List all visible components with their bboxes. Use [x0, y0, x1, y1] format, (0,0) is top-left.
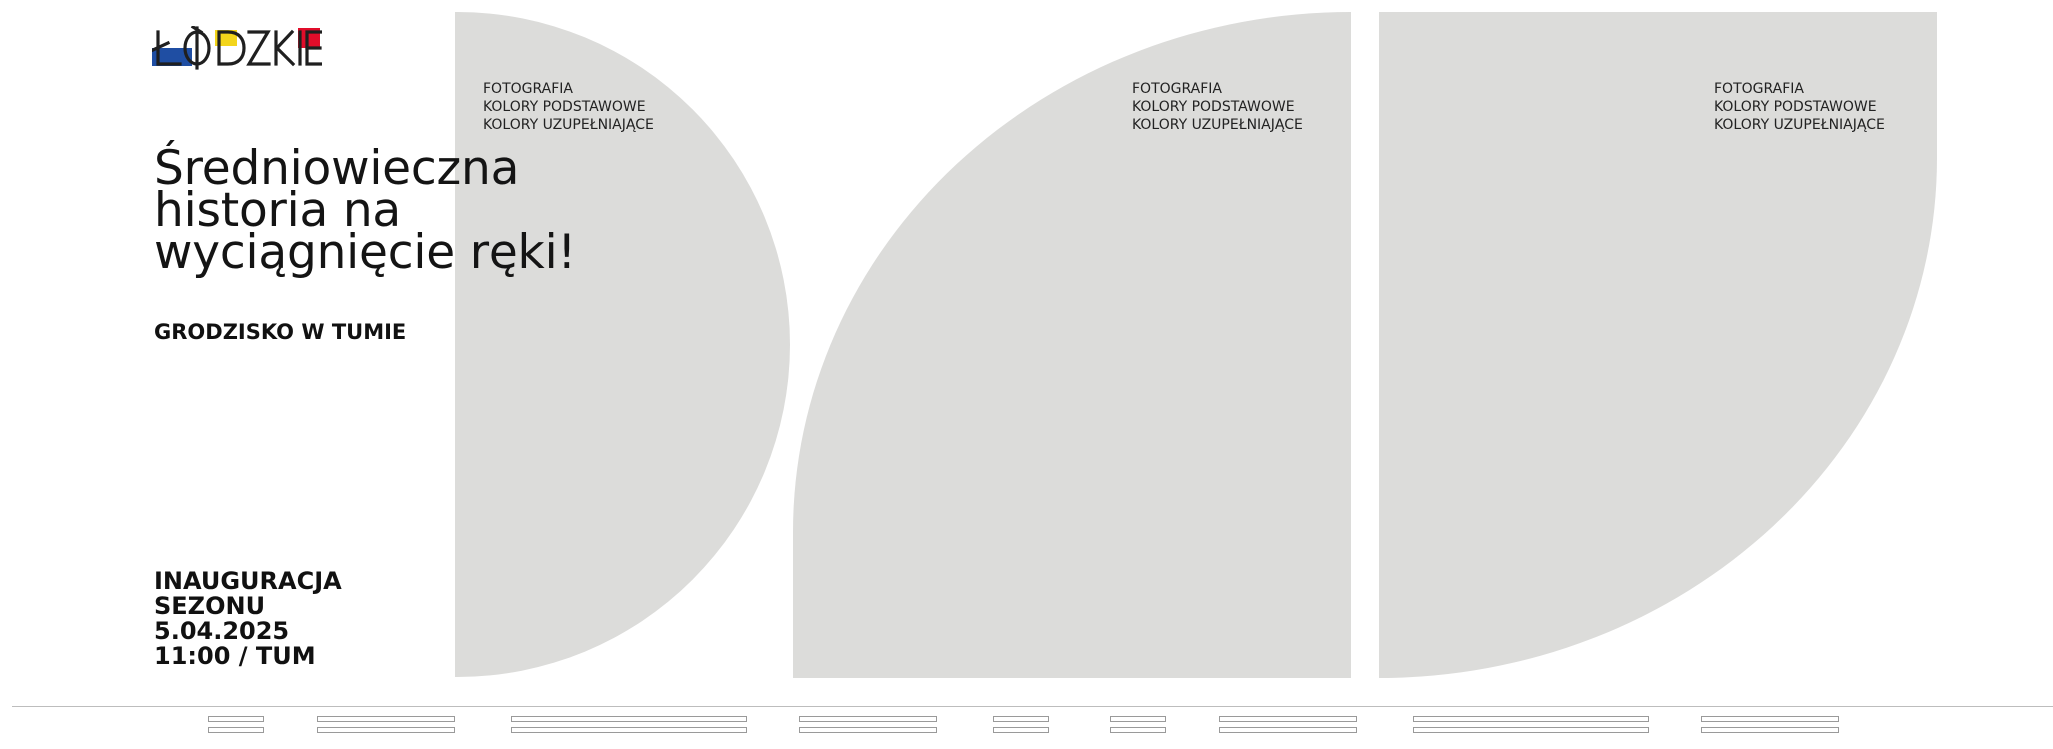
nav-placeholder-6[interactable] — [1110, 714, 1166, 738]
headline-line-3: wyciągnięcie ręki! — [154, 225, 577, 280]
lodzkie-logo-icon — [150, 24, 324, 70]
nav-placeholder-2-top-line — [317, 716, 455, 722]
nav-placeholder-1-top-line — [208, 716, 264, 722]
bottom-divider — [12, 706, 2053, 707]
nav-placeholder-8-top-line — [1413, 716, 1649, 722]
nav-placeholder-8[interactable] — [1413, 714, 1649, 738]
placeholder-note-2-line-3: KOLORY UZUPEŁNIAJĄCE — [1132, 117, 1303, 133]
placeholder-note-2-line-2: KOLORY PODSTAWOWE — [1132, 99, 1295, 115]
nav-placeholder-6-top-line — [1110, 716, 1166, 722]
nav-placeholder-5-top-line — [993, 716, 1049, 722]
nav-placeholder-2-bottom-line — [317, 727, 455, 733]
nav-placeholder-1-bottom-line — [208, 727, 264, 733]
placeholder-note-3: FOTOGRAFIA KOLORY PODSTAWOWE KOLORY UZUP… — [1714, 80, 1885, 134]
placeholder-note-1-line-3: KOLORY UZUPEŁNIAJĄCE — [483, 117, 654, 133]
nav-placeholder-3-top-line — [511, 716, 747, 722]
nav-placeholder-3-bottom-line — [511, 727, 747, 733]
placeholder-note-2: FOTOGRAFIA KOLORY PODSTAWOWE KOLORY UZUP… — [1132, 80, 1303, 134]
lodzkie-logo — [150, 24, 324, 74]
nav-placeholder-9[interactable] — [1701, 714, 1839, 738]
nav-placeholder-2[interactable] — [317, 714, 455, 738]
placeholder-note-1-line-2: KOLORY PODSTAWOWE — [483, 99, 646, 115]
event-details: INAUGURACJA SEZONU 5.04.2025 11:00 / TUM — [154, 569, 342, 669]
nav-placeholder-9-top-line — [1701, 716, 1839, 722]
nav-placeholder-7-top-line — [1219, 716, 1357, 722]
headline-line-2: historia na — [154, 183, 402, 238]
nav-placeholder-5-bottom-line — [993, 727, 1049, 733]
nav-placeholder-6-bottom-line — [1110, 727, 1166, 733]
placeholder-note-1: FOTOGRAFIA KOLORY PODSTAWOWE KOLORY UZUP… — [483, 80, 654, 134]
headline-line-1: Średniowieczna — [154, 141, 520, 196]
subtitle: GRODZISKO W TUMIE — [154, 320, 407, 344]
nav-placeholder-7[interactable] — [1219, 714, 1357, 738]
nav-placeholder-8-bottom-line — [1413, 727, 1649, 733]
headline: Średniowieczna historia na wyciągnięcie … — [154, 145, 714, 276]
nav-placeholder-7-bottom-line — [1219, 727, 1357, 733]
event-line-2: SEZONU — [154, 592, 266, 620]
event-line-1: INAUGURACJA — [154, 567, 342, 595]
placeholder-note-3-line-3: KOLORY UZUPEŁNIAJĄCE — [1714, 117, 1885, 133]
nav-placeholder-1[interactable] — [208, 714, 264, 738]
nav-placeholder-4[interactable] — [799, 714, 937, 738]
nav-placeholder-4-top-line — [799, 716, 937, 722]
placeholder-note-3-line-2: KOLORY PODSTAWOWE — [1714, 99, 1877, 115]
event-date: 5.04.2025 — [154, 617, 290, 645]
placeholder-note-2-line-1: FOTOGRAFIA — [1132, 81, 1222, 97]
nav-placeholder-5[interactable] — [993, 714, 1049, 738]
placeholder-note-1-line-1: FOTOGRAFIA — [483, 81, 573, 97]
nav-placeholder-3[interactable] — [511, 714, 747, 738]
event-time-place: 11:00 / TUM — [154, 642, 316, 670]
nav-placeholder-9-bottom-line — [1701, 727, 1839, 733]
placeholder-note-3-line-1: FOTOGRAFIA — [1714, 81, 1804, 97]
nav-placeholder-4-bottom-line — [799, 727, 937, 733]
